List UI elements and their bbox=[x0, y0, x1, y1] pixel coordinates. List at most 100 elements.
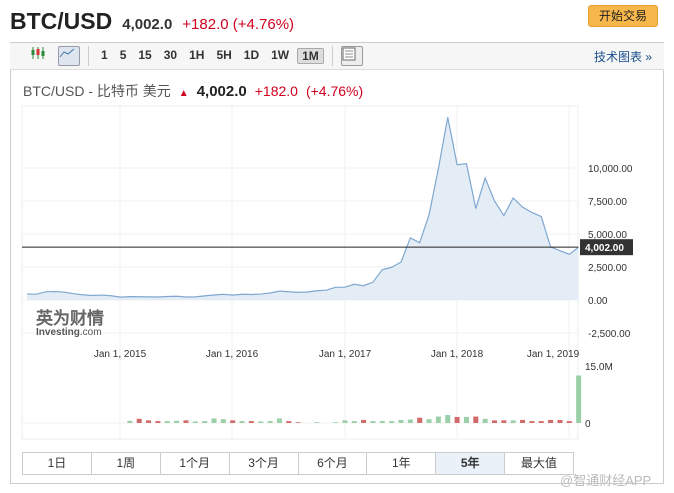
y-tick-label: -2,500.00 bbox=[588, 329, 631, 340]
volume-bar bbox=[164, 421, 170, 423]
interval-1[interactable]: 1 bbox=[101, 48, 108, 62]
interval-1W[interactable]: 1W bbox=[271, 48, 290, 62]
table-view-icon[interactable] bbox=[340, 46, 363, 66]
quote-header: BTC/USD 4,002.0 +182.0 (+4.76%) bbox=[10, 8, 294, 35]
volume-bar bbox=[501, 420, 507, 423]
investing-logo: 英为财情 Investing.com bbox=[36, 309, 104, 338]
volume-bar bbox=[239, 421, 245, 423]
volume-bar bbox=[286, 421, 292, 423]
up-arrow-icon: ▲ bbox=[178, 88, 189, 99]
volume-bar bbox=[548, 419, 554, 423]
instrument-name: BTC/USD - 比特币 美元 bbox=[23, 83, 171, 99]
volume-bar bbox=[463, 416, 469, 423]
chart-subheader: BTC/USD - 比特币 美元 ▲ 4,002.0 +182.0 (+4.76… bbox=[23, 81, 363, 101]
volume-bar bbox=[557, 419, 563, 423]
price-area bbox=[27, 117, 579, 301]
range-5[interactable]: 1年 bbox=[367, 453, 437, 474]
volume-bar bbox=[314, 422, 320, 423]
price-chart[interactable]: 10,000.00 7,500.00 5,000.00 2,500.00 0.00 -2,… bbox=[0, 0, 674, 450]
volume-bar bbox=[407, 419, 413, 423]
line-chart-icon[interactable] bbox=[58, 46, 80, 66]
y-tick-label: 5,000.00 bbox=[588, 230, 627, 241]
watermark: @智通财经APP bbox=[560, 473, 652, 488]
volume-bar bbox=[473, 416, 479, 423]
volume-bar bbox=[361, 419, 367, 423]
volume-bar bbox=[276, 418, 282, 423]
last-price: 4,002.0 bbox=[122, 16, 173, 33]
volume-bar bbox=[174, 420, 180, 423]
y-tick-label: 2,500.00 bbox=[588, 263, 627, 274]
volume-bar bbox=[417, 417, 423, 423]
interval-5H[interactable]: 5H bbox=[216, 48, 232, 62]
range-0[interactable]: 1日 bbox=[23, 453, 92, 474]
volume-bar bbox=[492, 420, 497, 423]
interval-1M[interactable]: 1M bbox=[297, 48, 324, 64]
interval-1D[interactable]: 1D bbox=[243, 48, 260, 62]
volume-tick-label: 15.0M bbox=[585, 362, 613, 373]
interval-30[interactable]: 30 bbox=[163, 48, 178, 62]
volume-bar bbox=[482, 418, 488, 423]
divider bbox=[88, 46, 89, 66]
volume-bar bbox=[389, 421, 395, 423]
range-3[interactable]: 3个月 bbox=[230, 453, 299, 474]
volume-bar bbox=[454, 416, 460, 423]
price-change: +182.0 (+4.76%) bbox=[182, 16, 295, 33]
volume-bar bbox=[220, 419, 226, 423]
volume-bar bbox=[520, 419, 526, 423]
range-4[interactable]: 6个月 bbox=[299, 453, 368, 474]
volume-bar bbox=[248, 421, 254, 423]
volume-bar bbox=[566, 421, 572, 423]
x-tick-label: Jan 1, 2017 bbox=[319, 349, 372, 360]
volume-bar bbox=[155, 421, 161, 423]
range-selector: 1日 1周 1个月 3个月 6个月 1年 5年 最大值 bbox=[22, 452, 574, 475]
volume-bar bbox=[258, 421, 264, 423]
volume-bar bbox=[576, 375, 582, 423]
x-tick-label: Jan 1, 2016 bbox=[206, 349, 259, 360]
volume-bar bbox=[146, 420, 152, 423]
volume-bar bbox=[136, 418, 142, 423]
sub-change: +182.0 bbox=[254, 83, 298, 99]
volume-bar bbox=[267, 421, 273, 423]
y-tick-label: 7,500.00 bbox=[588, 197, 627, 208]
sub-change-pct: (+4.76%) bbox=[305, 83, 364, 99]
volume-bar bbox=[342, 420, 348, 423]
volume-bar bbox=[230, 420, 236, 423]
candlestick-icon[interactable] bbox=[30, 46, 52, 66]
range-7[interactable]: 最大值 bbox=[521, 456, 558, 470]
y-tick-label: 0.00 bbox=[588, 296, 608, 307]
volume-bar bbox=[127, 420, 133, 423]
volume-bar bbox=[426, 419, 432, 423]
volume-bar bbox=[379, 421, 385, 423]
divider bbox=[331, 46, 333, 66]
range-6[interactable]: 5年 bbox=[436, 453, 506, 474]
start-trading-button[interactable]: 开始交易 bbox=[588, 5, 658, 27]
sub-price: 4,002.0 bbox=[196, 83, 247, 100]
volume-bar bbox=[192, 421, 198, 423]
volume-bar bbox=[538, 421, 544, 423]
range-1[interactable]: 1周 bbox=[92, 453, 161, 474]
interval-15[interactable]: 15 bbox=[138, 48, 152, 62]
interval-1H[interactable]: 1H bbox=[189, 48, 205, 62]
technical-chart-link[interactable]: 技术图表 » bbox=[593, 49, 652, 64]
x-tick-label: Jan 1, 2019 bbox=[527, 349, 580, 360]
volume-bar bbox=[211, 418, 217, 423]
volume-bar bbox=[333, 422, 339, 423]
volume-bar bbox=[202, 421, 208, 423]
volume-bar bbox=[510, 420, 516, 423]
volume-bar bbox=[435, 416, 441, 423]
interval-5[interactable]: 5 bbox=[119, 48, 127, 62]
y-tick-label: 10,000.00 bbox=[588, 164, 633, 175]
x-tick-label: Jan 1, 2015 bbox=[94, 349, 147, 360]
volume-bar bbox=[351, 421, 357, 423]
volume-bar bbox=[295, 422, 301, 423]
symbol-title: BTC/USD bbox=[10, 8, 113, 34]
chart-frame bbox=[10, 42, 664, 484]
volume-bar bbox=[370, 421, 376, 423]
price-line bbox=[26, 117, 580, 298]
current-price-tag bbox=[580, 239, 633, 256]
volume-bar bbox=[445, 415, 451, 423]
range-2[interactable]: 1个月 bbox=[161, 453, 230, 474]
volume-bar bbox=[183, 420, 189, 423]
chart-toolbar: 1 5 15 30 1H 5H 1D 1W 1M 技术图表 » bbox=[10, 43, 664, 70]
current-price-label: 4,002.00 bbox=[585, 243, 624, 254]
